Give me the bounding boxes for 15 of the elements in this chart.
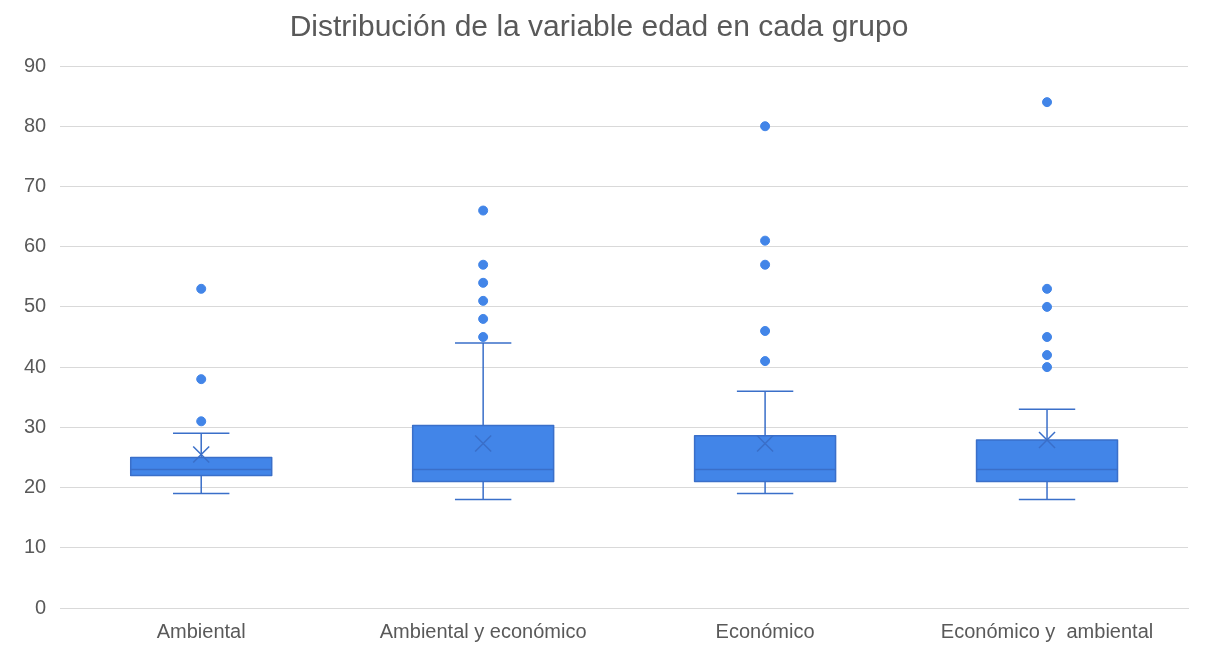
y-tick-label: 40 [24,354,47,377]
y-tick-label: 20 [24,475,47,498]
x-tick-label: Ambiental [156,619,246,642]
y-tick-label: 30 [24,414,47,437]
y-tick-label: 80 [24,113,47,136]
x-tick-label: Económico y ambiental [940,619,1154,642]
x-tick-label: Económico [715,619,815,642]
chart-title: Distribución de la variable edad en cada grupo [289,9,909,43]
y-tick-label: 10 [24,535,47,558]
x-tick-label: Ambiental y económico [379,619,587,642]
y-tick-label: 60 [24,234,47,257]
y-tick-label: 50 [24,294,47,317]
y-tick-label: 70 [24,173,47,196]
y-tick-label: 90 [24,53,47,76]
y-tick-label: 0 [35,595,47,618]
